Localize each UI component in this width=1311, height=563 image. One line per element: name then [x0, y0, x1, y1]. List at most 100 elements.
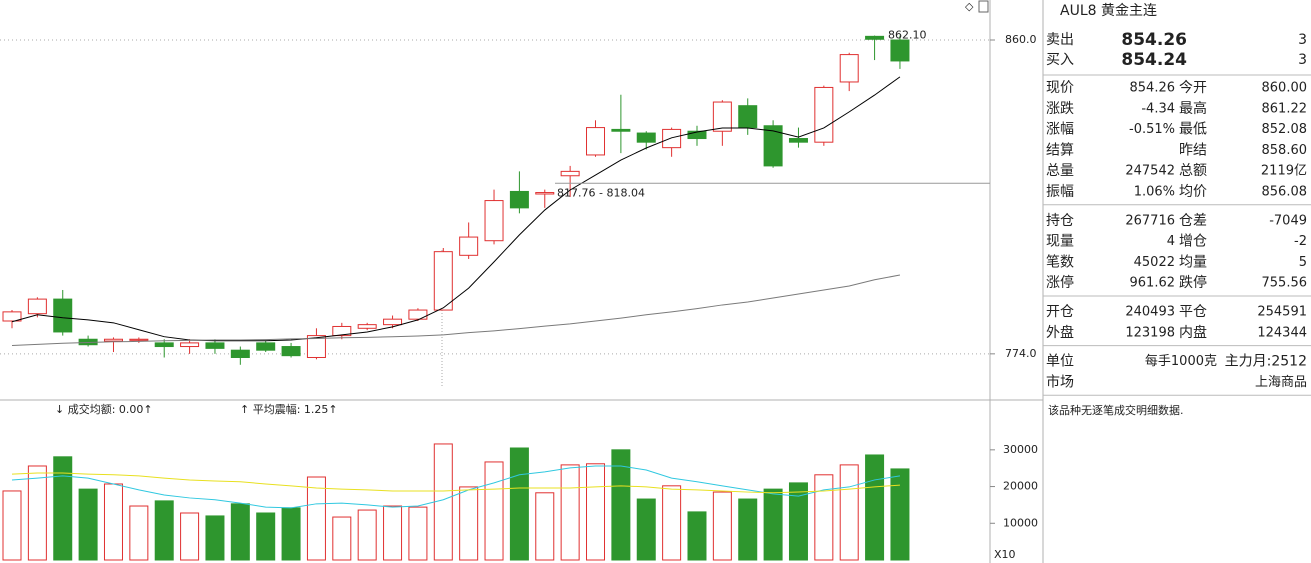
icon[interactable]	[978, 0, 989, 13]
field-value: 852.08	[1262, 122, 1308, 137]
y-tick-label: 860.0	[1005, 33, 1037, 46]
volume-bar	[788, 482, 808, 561]
bidask-name: 卖出	[1046, 32, 1074, 48]
ma-line	[11, 76, 901, 342]
volume-bar	[129, 505, 149, 561]
candle-body	[230, 349, 250, 358]
field-name: 最低	[1179, 122, 1207, 138]
volume-bar	[78, 488, 98, 561]
field-name: 单位	[1046, 354, 1074, 370]
volume-bar	[154, 500, 174, 561]
volume-bar	[103, 483, 123, 561]
candle-body	[763, 125, 783, 167]
volume-bar	[256, 512, 276, 561]
field-value: 247542	[1125, 164, 1175, 179]
candle-body	[357, 324, 377, 329]
candle-body	[306, 335, 326, 358]
candle-body	[256, 342, 276, 351]
field-name: 增仓	[1179, 234, 1207, 250]
field-name: 振幅	[1046, 184, 1074, 200]
field-value: 961.62	[1130, 276, 1176, 291]
field-value: 每手1000克	[1145, 353, 1217, 369]
y-tick-label: 10000	[1003, 516, 1038, 529]
corner-label: X10	[994, 548, 1016, 561]
legend-text: ↓ 成交均额: 0.00↑	[55, 402, 153, 416]
candle-body	[383, 318, 403, 326]
volume-bar	[433, 443, 453, 561]
field-value: -0.51%	[1129, 122, 1175, 137]
ma-line	[11, 465, 901, 509]
field-value: -7049	[1269, 213, 1307, 228]
field-value: 123198	[1125, 325, 1175, 340]
field-value: 1.06%	[1134, 185, 1175, 200]
candle-body	[281, 346, 301, 357]
volume-bar	[306, 476, 326, 561]
field-value: 240493	[1125, 305, 1175, 320]
candle-body	[636, 132, 656, 143]
candle-body	[53, 298, 73, 333]
field-name: 结算	[1046, 142, 1074, 158]
candle-body	[611, 128, 631, 132]
volume-bar	[535, 492, 555, 561]
field-value: 254591	[1257, 305, 1307, 320]
icon[interactable]: ◇	[965, 0, 974, 13]
volume-bar	[738, 498, 758, 561]
candle-body	[332, 325, 352, 337]
field-name: 昨结	[1179, 142, 1207, 158]
candle-body	[662, 128, 682, 149]
candle-body	[180, 342, 200, 348]
ma-line	[11, 472, 900, 494]
candle-body	[535, 192, 555, 195]
candle-body	[839, 54, 859, 83]
volume-bar	[383, 505, 403, 561]
volume-bar	[814, 474, 834, 561]
volume-bar	[560, 464, 580, 561]
field-value: 858.60	[1262, 143, 1308, 158]
field-name: 均量	[1179, 254, 1207, 270]
field-value: 124344	[1257, 325, 1307, 340]
volume-bar	[230, 503, 250, 561]
y-tick-label: 20000	[1003, 480, 1038, 493]
annotation: 817.76 - 818.04	[557, 186, 645, 199]
field-name: 涨跌	[1046, 101, 1074, 117]
volume-bar	[890, 468, 910, 561]
quote-title: AUL8 黄金主连	[1060, 2, 1157, 19]
field-name: 总量	[1046, 163, 1074, 179]
field-name: 仓差	[1179, 213, 1207, 229]
field-value: 861.22	[1262, 101, 1308, 116]
volume-bar	[662, 485, 682, 561]
volume-bar	[27, 465, 47, 561]
y-tick-label: 774.0	[1005, 347, 1037, 360]
candle-body	[408, 309, 428, 320]
volume-bar	[839, 464, 859, 561]
field-name: 最高	[1179, 100, 1207, 117]
field-name: 跌停	[1179, 274, 1207, 291]
field-name: 现价	[1046, 80, 1074, 96]
candle-body	[433, 251, 453, 311]
bidask-price: 854.26	[1121, 30, 1187, 50]
field-value: 2119亿	[1261, 164, 1307, 179]
candle-body	[814, 86, 834, 143]
field-value: -4.34	[1141, 101, 1175, 116]
field-value: 856.08	[1262, 185, 1308, 200]
field-name: 笔数	[1046, 254, 1074, 270]
field-name: 涨停	[1046, 274, 1074, 291]
volume-bar	[2, 490, 22, 561]
field-value: 主力月:2512	[1225, 354, 1307, 370]
bidask-price: 854.24	[1121, 50, 1187, 70]
field-value: -2	[1294, 234, 1307, 249]
field-value: 860.00	[1262, 81, 1308, 96]
volume-bar	[408, 506, 428, 561]
field-name: 开仓	[1046, 304, 1074, 320]
candle-body	[459, 236, 479, 256]
candle-body	[103, 338, 123, 342]
candle-body	[509, 190, 529, 209]
volume-bar	[636, 498, 656, 561]
candle-body	[738, 105, 758, 129]
candle-body	[586, 127, 606, 156]
y-tick-label: 30000	[1003, 443, 1038, 456]
field-name: 外盘	[1046, 324, 1074, 341]
candle-body	[788, 138, 808, 143]
volume-bar	[459, 486, 479, 561]
